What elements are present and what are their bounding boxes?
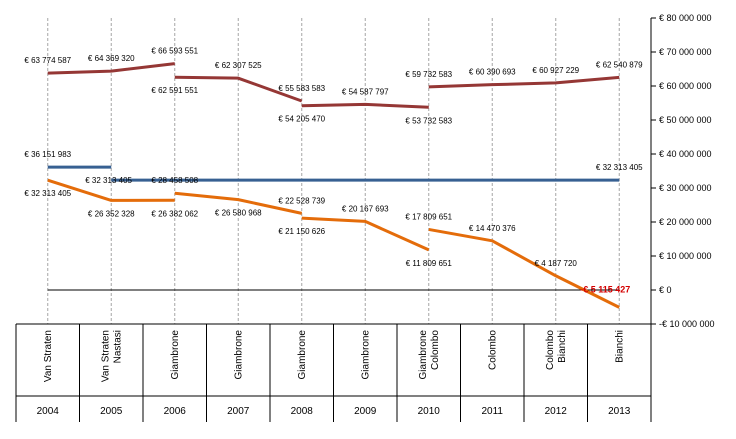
data-label: € 14 470 376 (469, 224, 516, 233)
orange-series-line (174, 191, 303, 215)
data-label: € 62 591 551 (151, 86, 198, 95)
year-label: 2010 (418, 406, 441, 417)
data-label: € 54 205 470 (278, 115, 325, 124)
data-label: € 60 390 693 (469, 68, 516, 77)
president-label: Giambrone (170, 330, 181, 380)
data-label: € 26 580 968 (215, 209, 262, 218)
value-axis-tick-label: € 70 000 000 (659, 47, 712, 57)
data-label: € 21 150 626 (278, 227, 325, 236)
value-axis-tick-label: € 60 000 000 (659, 81, 712, 91)
year-label: 2008 (291, 406, 314, 417)
data-label: -€ 5 115 427 (580, 284, 630, 294)
president-label: Nastasi (112, 330, 123, 363)
orange-series-line (301, 216, 430, 252)
data-label: € 32 313 405 (596, 163, 643, 172)
data-label: € 32 313 405 (85, 176, 132, 185)
year-label: 2005 (100, 406, 123, 417)
year-label: 2009 (354, 406, 377, 417)
president-label: Giambrone (418, 330, 429, 380)
data-label: € 11 809 651 (406, 259, 453, 268)
president-label: Bianchi (614, 330, 625, 363)
year-label: 2006 (164, 406, 187, 417)
red-series-line (428, 75, 620, 89)
data-label: € 17 809 651 (405, 212, 452, 221)
red-series-line (301, 102, 429, 109)
year-label: 2007 (227, 406, 250, 417)
orange-series-line (428, 227, 620, 309)
data-label: € 62 307 525 (215, 61, 262, 70)
data-label: € 22 528 739 (278, 196, 325, 205)
red-series-line (47, 62, 175, 75)
year-label: 2004 (37, 406, 60, 417)
president-label: Giambrone (233, 330, 244, 380)
data-label: € 63 774 587 (24, 56, 71, 65)
data-label: € 20 167 693 (342, 204, 389, 213)
data-label: € 66 593 551 (151, 47, 198, 56)
president-label: Giambrone (360, 330, 371, 380)
president-label: Colombo (430, 330, 441, 370)
data-label: € 26 382 062 (151, 209, 198, 218)
president-label: Van Straten (43, 330, 54, 382)
data-label: € 36 151 983 (24, 150, 71, 159)
orange-series-line (47, 178, 175, 202)
value-axis-tick-label: € 50 000 000 (659, 115, 712, 125)
data-label: € 64 369 320 (88, 54, 135, 63)
value-axis-tick-label: € 20 000 000 (659, 217, 712, 227)
value-axis-tick-label: € 30 000 000 (659, 183, 712, 193)
president-label: Van Straten (100, 330, 111, 382)
data-label: € 26 352 328 (88, 209, 135, 218)
data-label: € 32 313 405 (24, 189, 71, 198)
value-axis-tick-label: € 0 (659, 285, 672, 295)
president-label: Giambrone (297, 330, 308, 380)
data-label: € 60 927 229 (532, 66, 579, 75)
value-axis-tick-label: € 40 000 000 (659, 149, 712, 159)
data-label: € 54 587 797 (342, 87, 389, 96)
data-label: € 4 187 720 (535, 259, 578, 268)
year-label: 2013 (608, 406, 631, 417)
data-label: € 53 732 583 (405, 116, 452, 125)
president-label: Colombo (487, 330, 498, 370)
value-axis-tick-label: € 80 000 000 (659, 13, 712, 23)
data-label: € 59 732 583 (405, 70, 452, 79)
data-label: € 62 540 879 (596, 60, 643, 69)
red-series-line (174, 75, 303, 103)
value-axis-tick-label: € 10 000 000 (659, 251, 712, 261)
year-label: 2011 (481, 406, 503, 417)
value-axis-tick-label: -€ 10 000 000 (659, 319, 715, 329)
president-label: Colombo (545, 330, 556, 370)
president-label: Bianchi (557, 330, 568, 363)
data-label: € 28 458 508 (151, 176, 198, 185)
data-label: € 55 583 583 (278, 84, 325, 93)
year-label: 2012 (545, 406, 568, 417)
